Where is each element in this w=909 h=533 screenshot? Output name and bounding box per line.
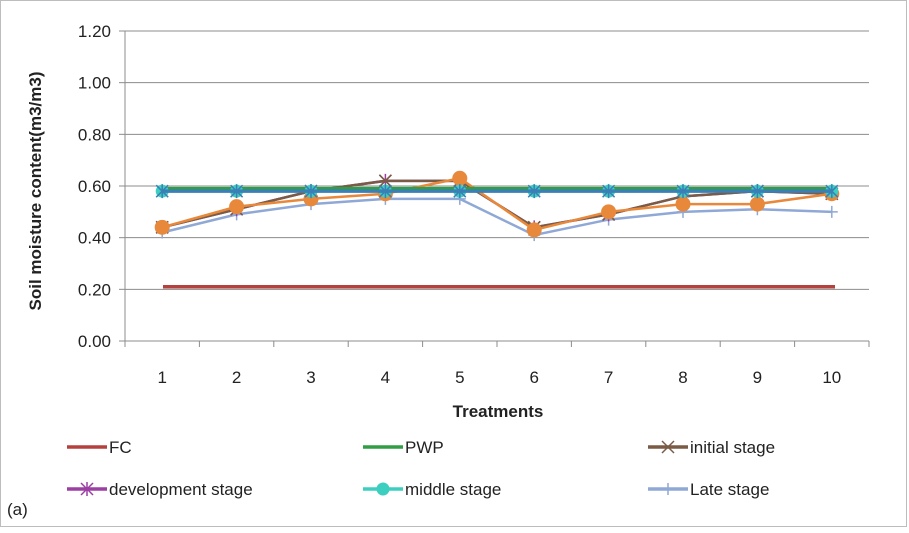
x-tick-label: 9 — [753, 368, 762, 387]
y-tick-label: 0.80 — [78, 125, 111, 144]
series-unlabeled-6 — [154, 170, 840, 238]
data-point — [825, 205, 838, 218]
axes — [119, 30, 870, 347]
x-tick-label: 3 — [306, 368, 315, 387]
data-point — [452, 170, 468, 186]
data-point — [750, 184, 764, 199]
legend: FC PWP initial stage development stage middl… — [67, 438, 775, 499]
x-tick-label: 7 — [604, 368, 613, 387]
legend-label: middle stage — [405, 480, 501, 499]
legend-label: development stage — [109, 480, 253, 499]
series-line — [161, 197, 832, 237]
grid-lines — [125, 30, 869, 290]
x-tick-label: 5 — [455, 368, 464, 387]
data-point — [155, 184, 169, 199]
y-tick-labels: 0.00 0.20 0.40 0.60 0.80 1.00 1.20 — [78, 22, 111, 351]
data-point — [749, 196, 765, 212]
legend-label: FC — [109, 438, 132, 457]
y-tick-label: 0.40 — [78, 229, 111, 248]
series-unlabeled-7 — [155, 184, 839, 199]
series-line — [161, 176, 832, 232]
data-point — [662, 483, 674, 495]
data-point — [376, 482, 390, 496]
y-tick-label: 0.20 — [78, 280, 111, 299]
y-tick-label: 0.00 — [78, 332, 111, 351]
legend-item: FC — [67, 438, 132, 457]
data-point — [675, 196, 691, 212]
data-point — [230, 184, 244, 199]
x-tick-labels: 1 2 3 4 5 6 7 8 9 10 — [157, 368, 841, 387]
data-point — [526, 222, 542, 238]
data-point — [825, 184, 839, 199]
legend-item: PWP — [363, 438, 444, 457]
x-axis-label: Treatments — [453, 402, 544, 421]
data-point — [80, 482, 94, 496]
data-point — [378, 184, 392, 199]
y-tick-label: 0.60 — [78, 177, 111, 196]
legend-label: Late stage — [690, 480, 769, 499]
x-tick-label: 8 — [678, 368, 687, 387]
data-point — [453, 184, 467, 199]
data-point — [304, 184, 318, 199]
series-lines — [154, 170, 840, 289]
legend-item: initial stage — [648, 438, 775, 457]
data-point — [661, 440, 675, 454]
y-tick-label: 1.00 — [78, 74, 111, 93]
series-late-stage — [156, 192, 838, 242]
panel-label: (a) — [7, 500, 28, 519]
legend-item: middle stage — [363, 480, 501, 499]
legend-item: Late stage — [648, 480, 769, 499]
y-axis-label: Soil moisture content(m3/m3) — [26, 72, 45, 311]
data-point — [154, 219, 170, 235]
y-tick-label: 1.20 — [78, 22, 111, 41]
x-tick-label: 10 — [822, 368, 841, 387]
legend-item: development stage — [67, 480, 253, 499]
data-point — [602, 184, 616, 199]
data-point — [676, 184, 690, 199]
data-point — [229, 199, 245, 215]
legend-label: initial stage — [690, 438, 775, 457]
x-tick-label: 2 — [232, 368, 241, 387]
legend-label: PWP — [405, 438, 444, 457]
data-point — [601, 204, 617, 220]
x-tick-label: 6 — [529, 368, 538, 387]
data-point — [527, 184, 541, 199]
x-tick-label: 4 — [381, 368, 390, 387]
x-tick-label: 1 — [157, 368, 166, 387]
data-point — [378, 174, 392, 188]
